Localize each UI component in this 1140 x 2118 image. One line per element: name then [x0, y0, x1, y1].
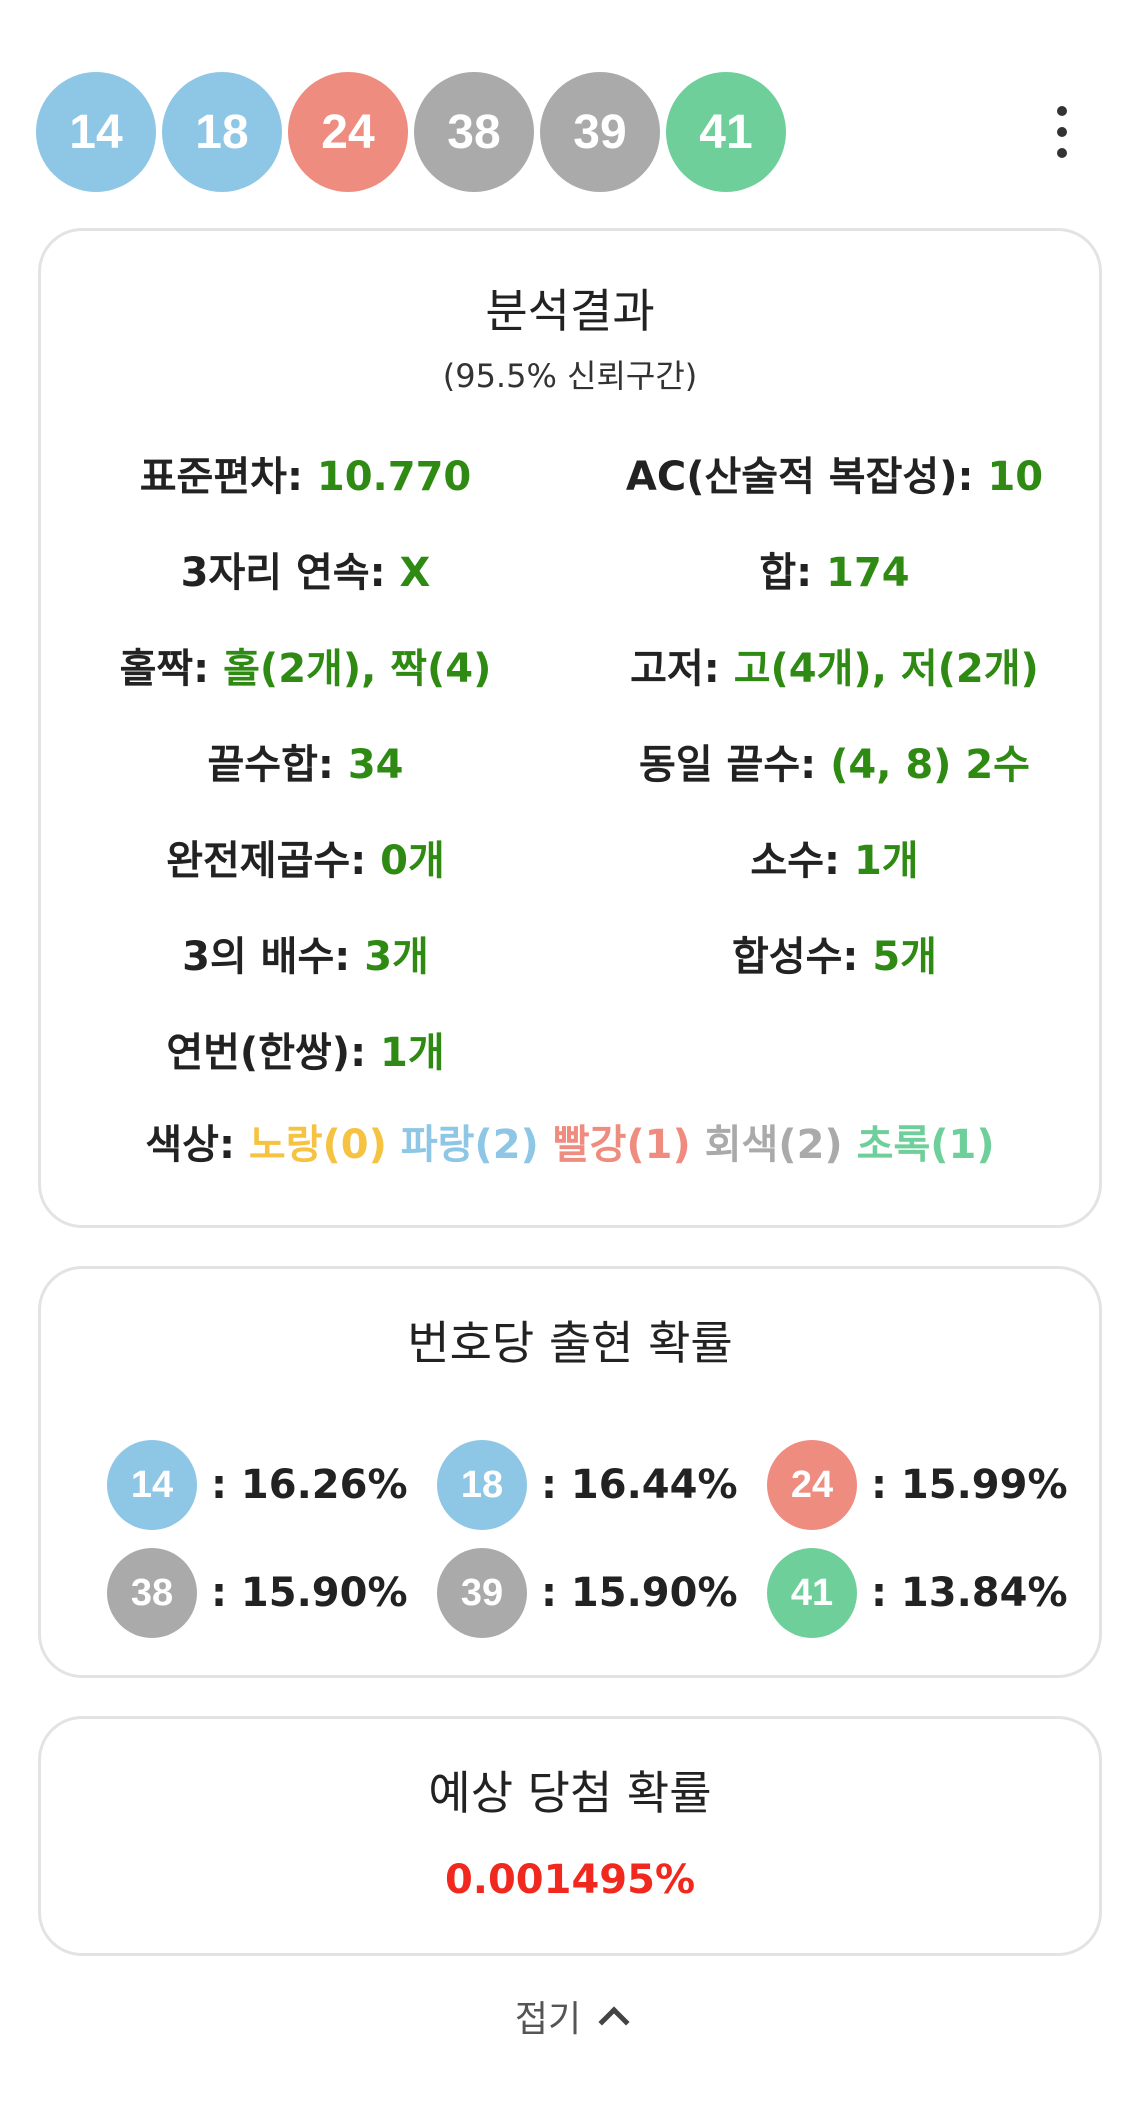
number-ball: 41: [666, 72, 786, 192]
analysis-subtitle: (95.5% 신뢰구간): [442, 357, 698, 395]
stat-label: AC(산술적 복잡성):: [625, 454, 974, 500]
stat-std-dev: 표준편차: 10.770: [41, 444, 570, 502]
stat-grid: 표준편차: 10.770 AC(산술적 복잡성): 10 3자리 연속: X 합…: [41, 425, 1099, 1193]
analysis-title: 분석결과: [485, 284, 655, 338]
probability-item: 39 : 15.90%: [437, 1548, 767, 1638]
stat-value: 0개: [380, 838, 445, 884]
color-count-yellow: 노랑(0): [248, 1122, 387, 1168]
stat-row: 홀짝: 홀(2개), 짝(4) 고저: 고(4개), 저(2개): [41, 617, 1099, 713]
stat-value: 10.770: [316, 454, 472, 500]
stat-row: 연번(한쌍): 1개: [41, 1001, 1099, 1097]
stat-consecutive-pair: 연번(한쌍): 1개: [41, 1020, 570, 1078]
stat-prime: 소수: 1개: [570, 828, 1099, 886]
stat-label: 합:: [759, 550, 813, 596]
stat-value: (4, 8) 2수: [830, 742, 1030, 788]
stat-sum: 합: 174: [570, 540, 1099, 598]
stat-value: 홀(2개), 짝(4): [223, 646, 492, 692]
color-count-blue: 파랑(2): [400, 1122, 539, 1168]
win-probability-value: 0.001495%: [444, 1857, 696, 1903]
more-vertical-icon: [1057, 148, 1067, 158]
number-ball: 39: [540, 72, 660, 192]
more-options-button[interactable]: [1036, 98, 1088, 166]
probability-value: : 13.84%: [871, 1570, 1068, 1616]
probability-row: 38 : 15.90% 39 : 15.90% 41 : 13.84%: [107, 1539, 1097, 1647]
stat-row: 끝수합: 34 동일 끝수: (4, 8) 2수: [41, 713, 1099, 809]
stat-value: 174: [826, 550, 910, 596]
stat-value: 고(4개), 저(2개): [733, 646, 1039, 692]
number-ball: 14: [107, 1440, 197, 1530]
number-ball-row: 14 18 24 38 39 41: [36, 72, 786, 192]
stat-composite: 합성수: 5개: [570, 924, 1099, 982]
stat-consecutive: 3자리 연속: X: [41, 540, 570, 598]
color-count-red: 빨강(1): [552, 1122, 691, 1168]
stat-label: 3자리 연속:: [180, 550, 386, 596]
number-ball: 39: [437, 1548, 527, 1638]
probability-title: 번호당 출현 확률: [407, 1316, 733, 1370]
stat-value: 1개: [380, 1030, 445, 1076]
stat-label: 동일 끝수:: [639, 742, 817, 788]
probability-item: 14 : 16.26%: [107, 1440, 437, 1530]
stat-label: 끝수합:: [207, 742, 334, 788]
number-ball: 24: [288, 72, 408, 192]
stat-value: X: [399, 550, 431, 596]
stat-odd-even: 홀짝: 홀(2개), 짝(4): [41, 636, 570, 694]
stat-label: 3의 배수:: [182, 934, 351, 980]
probability-row: 14 : 16.26% 18 : 16.44% 24 : 15.99%: [107, 1431, 1097, 1539]
stat-value: 3개: [364, 934, 429, 980]
chevron-up-icon: [598, 2006, 630, 2038]
stat-label: 홀짝:: [119, 646, 210, 692]
probability-item: 38 : 15.90%: [107, 1548, 437, 1638]
number-ball: 41: [767, 1548, 857, 1638]
collapse-button[interactable]: 접기: [0, 1990, 1140, 2042]
more-vertical-icon: [1057, 127, 1067, 137]
stat-value: 10: [987, 454, 1044, 500]
collapse-label: 접기: [514, 1999, 582, 2040]
probability-item: 18 : 16.44%: [437, 1440, 767, 1530]
stat-perfect-square: 완전제곱수: 0개: [41, 828, 570, 886]
stat-row: 표준편차: 10.770 AC(산술적 복잡성): 10: [41, 425, 1099, 521]
analysis-card: 분석결과 (95.5% 신뢰구간) 표준편차: 10.770 AC(산술적 복잡…: [38, 228, 1102, 1228]
stat-label: 완전제곱수:: [166, 838, 367, 884]
stat-row: 3자리 연속: X 합: 174: [41, 521, 1099, 617]
win-probability-card: 예상 당첨 확률 0.001495%: [38, 1716, 1102, 1956]
stat-row: 완전제곱수: 0개 소수: 1개: [41, 809, 1099, 905]
probability-value: : 15.90%: [211, 1570, 408, 1616]
color-count-green: 초록(1): [856, 1122, 995, 1168]
probability-item: 41 : 13.84%: [767, 1548, 1097, 1638]
more-vertical-icon: [1057, 106, 1067, 116]
number-probability-card: 번호당 출현 확률 14 : 16.26% 18 : 16.44% 24 : 1…: [38, 1266, 1102, 1678]
stat-label: 합성수:: [732, 934, 859, 980]
stat-multiple-of-3: 3의 배수: 3개: [41, 924, 570, 982]
stat-label: 표준편차:: [139, 454, 303, 500]
probability-item: 24 : 15.99%: [767, 1440, 1097, 1530]
color-count-gray: 회색(2): [704, 1122, 843, 1168]
stat-value: 5개: [872, 934, 937, 980]
number-ball: 18: [437, 1440, 527, 1530]
number-ball: 14: [36, 72, 156, 192]
stat-color-line: 색상: 노랑(0) 파랑(2) 빨강(1) 회색(2) 초록(1): [41, 1097, 1099, 1193]
probability-grid: 14 : 16.26% 18 : 16.44% 24 : 15.99% 38 :…: [107, 1431, 1097, 1647]
stat-label: 연번(한쌍):: [166, 1030, 367, 1076]
probability-value: : 16.44%: [541, 1462, 738, 1508]
probability-value: : 15.99%: [871, 1462, 1068, 1508]
stat-label: 색상:: [145, 1122, 235, 1168]
stat-end-digit-sum: 끝수합: 34: [41, 732, 570, 790]
stat-same-end-digit: 동일 끝수: (4, 8) 2수: [570, 732, 1099, 790]
number-ball: 24: [767, 1440, 857, 1530]
stat-row: 3의 배수: 3개 합성수: 5개: [41, 905, 1099, 1001]
probability-value: : 16.26%: [211, 1462, 408, 1508]
stat-value: 1개: [853, 838, 919, 884]
win-probability-title: 예상 당첨 확률: [428, 1766, 712, 1820]
stat-high-low: 고저: 고(4개), 저(2개): [570, 636, 1099, 694]
number-ball: 38: [414, 72, 534, 192]
stat-label: 소수:: [750, 838, 841, 884]
number-ball: 38: [107, 1548, 197, 1638]
stat-label: 고저:: [630, 646, 720, 692]
stat-value: 34: [347, 742, 404, 788]
number-ball: 18: [162, 72, 282, 192]
probability-value: : 15.90%: [541, 1570, 738, 1616]
stat-ac: AC(산술적 복잡성): 10: [570, 444, 1099, 502]
